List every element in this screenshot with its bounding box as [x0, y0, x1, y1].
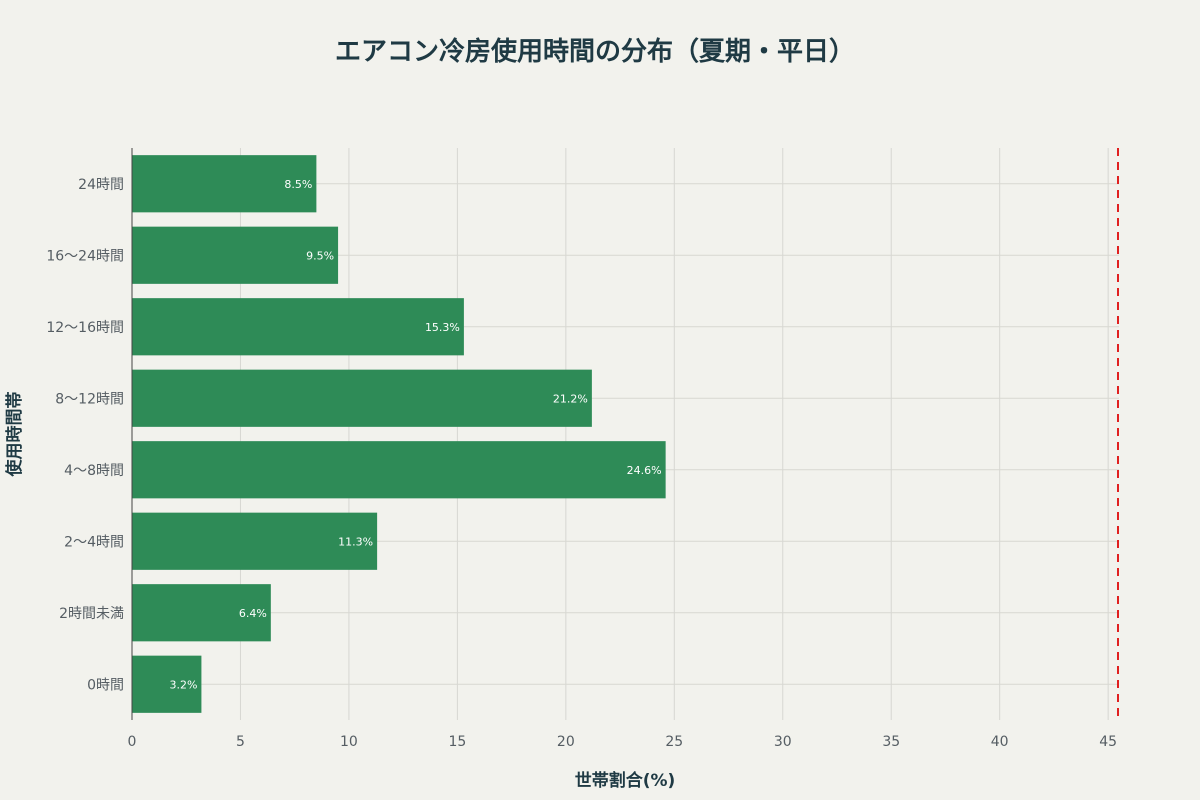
y-axis-title: 使用時間帯 [4, 392, 25, 478]
x-tick-label: 30 [774, 734, 792, 750]
bar [132, 155, 317, 213]
y-tick-label: 16〜24時間 [46, 248, 124, 264]
x-tick-label: 20 [557, 734, 575, 750]
bar [132, 441, 666, 499]
bar [132, 655, 202, 713]
bar-value-label: 9.5% [306, 249, 334, 262]
chart-title: エアコン冷房使用時間の分布（夏期・平日） [335, 36, 855, 67]
y-tick-label: 8〜12時間 [55, 391, 124, 407]
axes: 0 5 10 15 20 25 30 35 40 45 0時間 2時間未満 2〜4時間 4〜8時間 8〜12… [46, 148, 1117, 750]
bar [132, 298, 464, 356]
x-tick-label: 35 [882, 734, 900, 750]
bar-value-label: 15.3% [425, 321, 460, 334]
bar [132, 584, 271, 642]
bar-value-label: 3.2% [169, 678, 197, 691]
x-tick-label: 25 [665, 734, 683, 750]
bar [132, 369, 592, 427]
bar-value-label: 11.3% [338, 535, 373, 548]
y-tick-label: 2〜4時間 [64, 534, 124, 550]
x-tick-label: 5 [236, 734, 245, 750]
x-tick-label: 40 [991, 734, 1009, 750]
x-tick-label: 15 [448, 734, 466, 750]
x-axis-title: 世帯割合(%) [575, 770, 676, 791]
y-tick-label: 4〜8時間 [64, 463, 124, 479]
bar-value-label: 8.5% [284, 178, 312, 191]
bar-value-label: 24.6% [627, 464, 662, 477]
x-tick-label: 0 [128, 734, 137, 750]
y-tick-label: 2時間未満 [59, 606, 124, 622]
y-tick-label: 0時間 [87, 677, 124, 693]
x-tick-label: 45 [1099, 734, 1117, 750]
x-tick-label: 10 [340, 734, 358, 750]
y-tick-label: 24時間 [78, 177, 124, 193]
bar [132, 226, 339, 284]
bar-value-label: 6.4% [239, 607, 267, 620]
bar [132, 512, 378, 570]
bars: 3.2% 6.4% 11.3% 24.6% 21.2% 15.3% 9.5% 8.5% [132, 155, 666, 713]
y-tick-label: 12〜16時間 [46, 320, 124, 336]
bar-value-label: 21.2% [553, 392, 588, 405]
